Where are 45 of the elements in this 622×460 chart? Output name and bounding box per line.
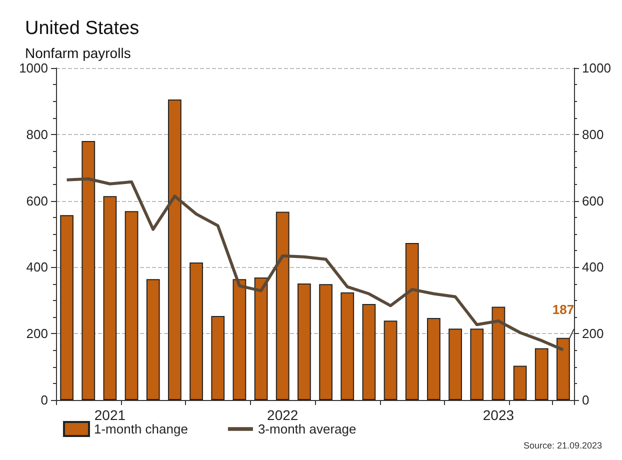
bar (168, 100, 182, 400)
legend-label: 1-month change (94, 422, 188, 436)
bar (276, 212, 290, 400)
y-tick-label: 0 (40, 392, 48, 408)
y2-tick-label: 400 (582, 260, 604, 275)
bar (534, 348, 548, 400)
bar (556, 338, 570, 400)
y2-tick-label: 800 (582, 126, 604, 142)
y-tick-label: 800 (26, 126, 48, 142)
y-tick-label: 200 (26, 326, 48, 342)
bar (211, 316, 225, 400)
bar (470, 328, 484, 400)
bar (298, 283, 311, 400)
bar (492, 306, 506, 400)
chart-title: United States (25, 18, 140, 39)
bar (384, 320, 398, 400)
bar (60, 215, 74, 400)
y-tick-label: 1000 (19, 60, 48, 76)
x-tick-label: 2022 (267, 407, 298, 423)
chart-subtitle: Nonfarm payrolls (25, 45, 131, 61)
x-tick-label: 2023 (482, 407, 514, 423)
bar (103, 196, 117, 400)
bar (319, 284, 332, 400)
bar (405, 242, 419, 400)
bar (427, 318, 440, 400)
bar (362, 304, 376, 400)
y2-tick-label: 600 (582, 193, 604, 208)
bar (124, 211, 138, 400)
bar (232, 279, 246, 400)
bar (146, 279, 160, 400)
source-note: Source: 21.09.2023 (523, 440, 602, 450)
y2-tick-label: 1000 (582, 60, 611, 76)
x-tick-label: 2021 (94, 407, 126, 423)
y2-tick-label: 200 (582, 326, 604, 342)
y-tick-label: 600 (26, 193, 48, 208)
bar (190, 262, 203, 400)
y2-tick-label: 0 (582, 392, 590, 408)
legend-label: 3-month average (258, 422, 356, 436)
data-label: 187 (552, 302, 574, 317)
bar (82, 141, 96, 400)
y-tick-label: 400 (26, 260, 48, 275)
bar (448, 328, 462, 400)
bar (254, 277, 268, 400)
bar (340, 292, 354, 400)
bar (513, 366, 527, 400)
